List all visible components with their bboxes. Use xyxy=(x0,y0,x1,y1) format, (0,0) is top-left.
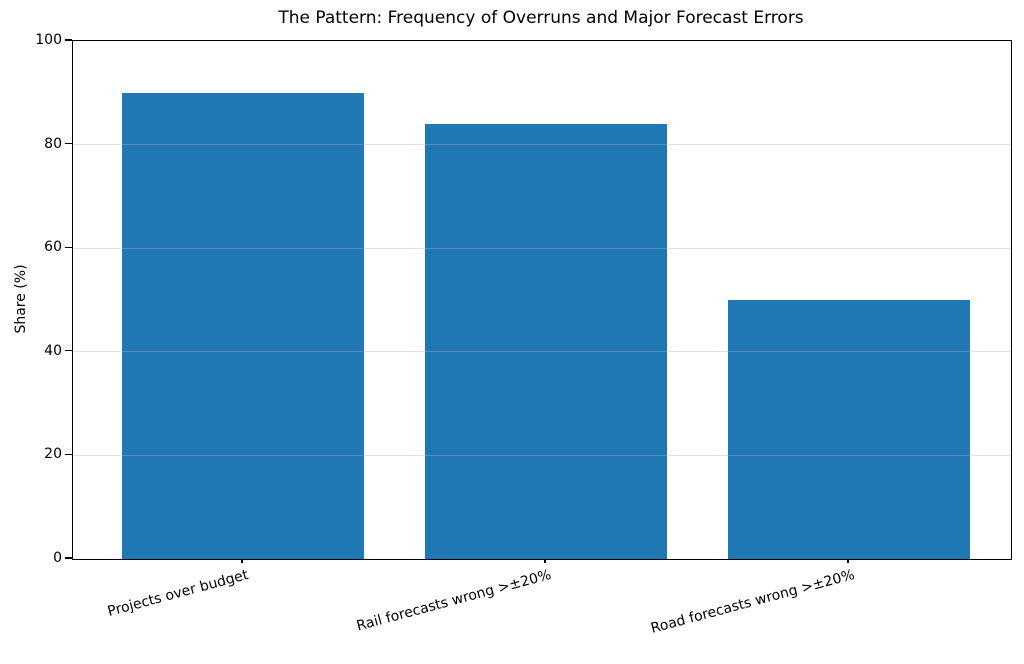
y-axis-label: Share (%) xyxy=(13,264,29,334)
x-tick-label: Rail forecasts wrong >±20% xyxy=(354,567,554,635)
y-tick-label: 20 xyxy=(44,446,62,463)
y-tick-mark xyxy=(65,39,72,41)
y-tick-label: 40 xyxy=(44,342,62,359)
grid-line xyxy=(73,351,1011,353)
chart-title: The Pattern: Frequency of Overruns and M… xyxy=(278,8,804,28)
y-tick-mark xyxy=(65,143,72,145)
bar xyxy=(728,300,970,559)
x-tick-mark xyxy=(241,559,243,563)
y-tick-mark xyxy=(65,453,72,455)
x-tick-mark xyxy=(847,559,849,563)
y-tick-label: 80 xyxy=(44,135,62,152)
y-tick-mark xyxy=(65,557,72,559)
plot-area xyxy=(72,40,1012,560)
x-tick-label: Road forecasts wrong >±20% xyxy=(648,567,857,637)
x-tick-mark xyxy=(544,559,546,563)
grid-line xyxy=(73,144,1011,146)
x-tick-label: Projects over budget xyxy=(105,567,251,620)
bar xyxy=(122,92,364,559)
y-tick-mark xyxy=(65,246,72,248)
y-tick-label: 60 xyxy=(44,239,62,256)
bar xyxy=(425,123,667,559)
y-tick-label: 100 xyxy=(35,32,62,48)
y-tick-label: 0 xyxy=(53,550,62,566)
grid-line xyxy=(73,454,1011,456)
grid-line xyxy=(73,247,1011,249)
y-tick-mark xyxy=(65,350,72,352)
